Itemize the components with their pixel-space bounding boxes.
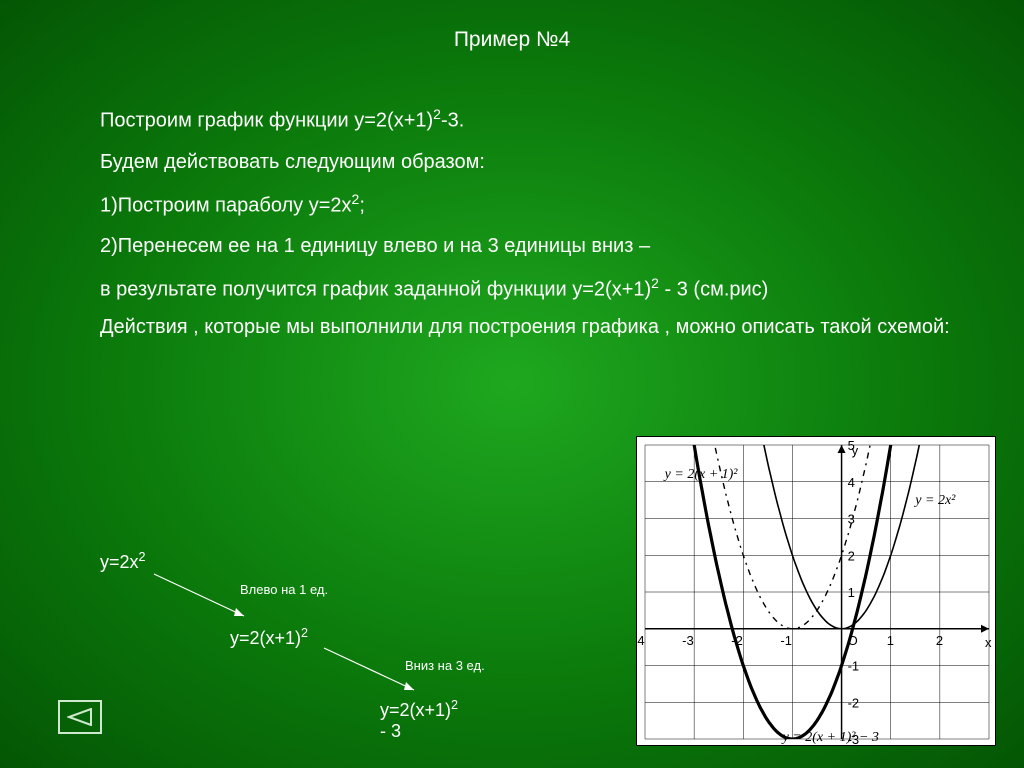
svg-text:y = 2(x + 1)² − 3: y = 2(x + 1)² − 3 [781, 730, 879, 745]
arrow-icon [152, 572, 252, 624]
text: 1)Построим параболу y=2x [100, 194, 352, 216]
sup: 2 [451, 698, 458, 712]
text: в результате получится график заданной ф… [100, 279, 651, 301]
svg-text:1: 1 [848, 585, 855, 600]
text: y=2(x+1) [230, 628, 301, 648]
svg-text:-4: -4 [637, 633, 645, 648]
line-1: Построим график функции y=2(x+1)2-3. [100, 105, 964, 135]
flow-step-1: y=2x2 [100, 550, 146, 573]
line-2: Будем действовать следующим образом: [100, 149, 964, 176]
slide-title: Пример №4 [0, 28, 1024, 52]
svg-text:-3: -3 [682, 633, 694, 648]
nav-prev-button[interactable] [58, 700, 102, 734]
line-4: 2)Перенесем ее на 1 единицу влево и на 3… [100, 233, 964, 260]
line-6: Действия , которые мы выполнили для пост… [100, 314, 964, 341]
sup: 2 [651, 275, 659, 291]
graph-svg: -4-3-2-112-3-2-112345Oxyy = 2(x + 1)²y =… [637, 437, 997, 747]
svg-text:4: 4 [848, 475, 855, 490]
svg-text:y = 2(x + 1)²: y = 2(x + 1)² [663, 467, 739, 482]
flow-label-1: Влево на 1 ед. [240, 582, 328, 597]
svg-text:x: x [985, 635, 992, 650]
svg-text:-1: -1 [780, 633, 792, 648]
flow-step-3: y=2(x+1)2 - 3 [380, 698, 458, 742]
text: y=2x [100, 552, 139, 572]
sup: 2 [301, 626, 308, 640]
line-3: 1)Построим параболу y=2x2; [100, 190, 964, 220]
svg-text:2: 2 [936, 633, 943, 648]
text: Построим график функции y=2(x+1) [100, 110, 433, 132]
flow-step-2: y=2(x+1)2 [230, 626, 308, 649]
svg-text:1: 1 [887, 633, 894, 648]
line-5: в результате получится график заданной ф… [100, 274, 964, 304]
text-content: Построим график функции y=2(x+1)2-3. Буд… [100, 105, 964, 355]
svg-text:2: 2 [848, 548, 855, 563]
sup: 2 [139, 550, 146, 564]
triangle-left-icon [67, 708, 93, 726]
sup: 2 [433, 106, 441, 122]
svg-text:y: y [852, 443, 859, 458]
slide: Пример №4 Построим график функции y=2(x+… [0, 0, 1024, 768]
svg-text:-2: -2 [848, 695, 860, 710]
svg-text:y = 2x²: y = 2x² [913, 493, 956, 508]
text: ; [359, 194, 365, 216]
text: -3. [441, 110, 464, 132]
text: - 3 [380, 721, 401, 741]
text: y=2(x+1) [380, 700, 451, 720]
graph-figure: -4-3-2-112-3-2-112345Oxyy = 2(x + 1)²y =… [636, 436, 996, 746]
svg-text:-1: -1 [848, 659, 860, 674]
text: - 3 (см.рис) [659, 279, 768, 301]
flow-label-2: Вниз на 3 ед. [405, 658, 485, 673]
